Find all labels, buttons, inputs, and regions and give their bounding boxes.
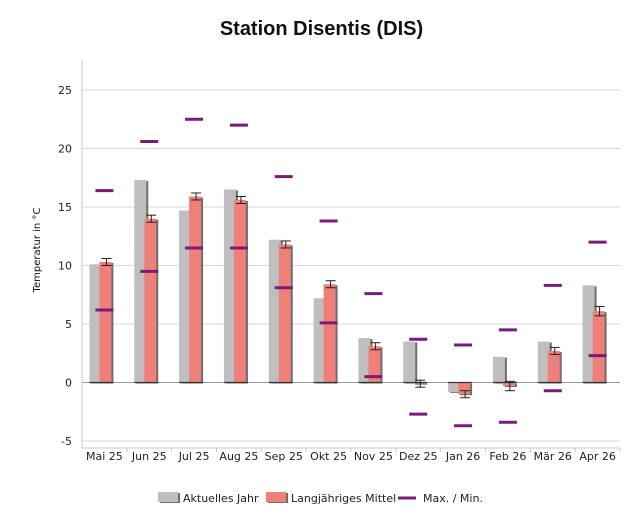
axes: [81, 60, 620, 449]
x-tick-label: Dez 25: [399, 450, 438, 463]
bar-langjaehriges-mittel: [189, 196, 202, 383]
x-tick-label: Apr 26: [579, 450, 616, 463]
x-tick-label: Okt 25: [310, 450, 347, 463]
bar-langjaehriges-mittel: [233, 199, 246, 383]
y-tick-label: -5: [61, 435, 72, 448]
y-tick-label: 5: [65, 318, 72, 331]
bar-langjaehriges-mittel: [368, 346, 381, 383]
legend-swatch: [158, 492, 178, 502]
bar-aktuelles-jahr: [134, 180, 147, 383]
legend-label: Aktuelles Jahr: [183, 492, 259, 505]
x-tick-label: Jul 25: [178, 450, 210, 463]
bar-aktuelles-jahr: [313, 298, 326, 383]
y-tick-label: 15: [58, 201, 72, 214]
y-tick-labels: -5 0 5 10 15 20 25: [58, 84, 72, 448]
x-tick-label: Sep 25: [265, 450, 303, 463]
bar-langjaehriges-mittel: [547, 350, 560, 383]
bar-aktuelles-jahr: [492, 356, 505, 383]
x-tick-label: Mai 25: [86, 450, 123, 463]
chart-title: Station Disentis (DIS): [219, 18, 424, 40]
bar-langjaehriges-mittel: [144, 218, 157, 383]
bar-langjaehriges-mittel: [278, 244, 291, 383]
bar-langjaehriges-mittel: [323, 284, 336, 383]
y-tick-label: 25: [58, 84, 72, 97]
bar-langjaehriges-mittel: [592, 311, 605, 383]
bar-aktuelles-jahr: [403, 341, 416, 383]
bar-aktuelles-jahr: [582, 285, 595, 383]
x-tick-label: Jun 25: [131, 450, 167, 463]
bar-aktuelles-jahr: [448, 382, 461, 392]
x-tick-label: Mär 26: [534, 450, 572, 463]
legend: Aktuelles Jahr Langjähriges Mittel Max. / …: [158, 492, 483, 505]
bar-aktuelles-jahr: [179, 210, 192, 383]
grid-lines: [82, 89, 620, 442]
x-tick-label: Jan 26: [445, 450, 480, 463]
bar-langjaehriges-mittel: [99, 261, 112, 383]
y-tick-label: 0: [65, 377, 72, 390]
x-tick-labels: Mai 25 Jun 25 Jul 25 Aug 25 Sep 25 Okt 25 Nov …: [86, 448, 621, 463]
bar-aktuelles-jahr: [358, 338, 371, 383]
bar-langjaehriges-mittel: [458, 382, 471, 395]
min-max-marks: [95, 117, 607, 428]
legend-label: Langjähriges Mittel: [291, 492, 396, 505]
bar-aktuelles-jahr: [89, 264, 102, 383]
legend-label: Max. / Min.: [423, 492, 483, 505]
bar-aktuelles-jahr: [268, 239, 281, 383]
bar-aktuelles-jahr: [537, 341, 550, 383]
x-tick-label: Aug 25: [219, 450, 258, 463]
bar-shadow: [415, 383, 428, 385]
y-tick-label: 20: [58, 143, 72, 156]
bar-aktuelles-jahr: [223, 189, 236, 383]
x-tick-label: Nov 25: [354, 450, 393, 463]
bar-langjaehriges-mittel: [502, 382, 515, 387]
y-axis-label: Temperatur in °C: [32, 208, 43, 294]
x-tick-label: Feb 26: [489, 450, 526, 463]
legend-swatch: [266, 492, 286, 502]
y-tick-label: 10: [58, 260, 72, 273]
bars: [89, 180, 607, 399]
